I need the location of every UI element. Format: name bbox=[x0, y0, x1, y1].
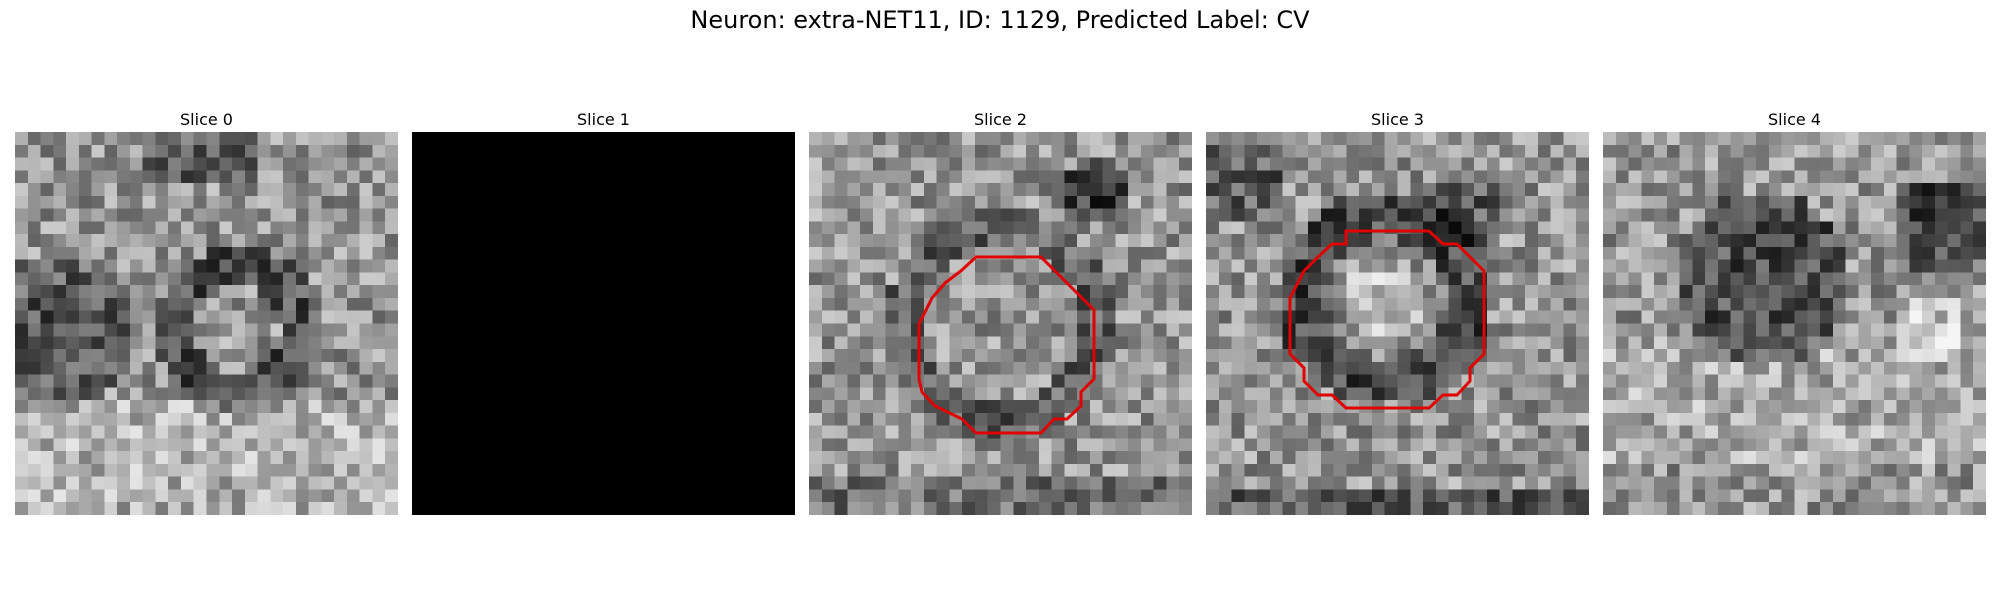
slice-title: Slice 1 bbox=[577, 110, 630, 129]
slice-panel-2: Slice 2 bbox=[809, 108, 1192, 515]
roi-contour-overlay bbox=[1288, 229, 1486, 410]
slice-image bbox=[412, 132, 795, 515]
slice-panel-3: Slice 3 bbox=[1206, 108, 1589, 515]
slice-panel-4: Slice 4 bbox=[1603, 108, 1986, 515]
slice-title: Slice 0 bbox=[180, 110, 233, 129]
figure-title: Neuron: extra-NET11, ID: 1129, Predicted… bbox=[690, 6, 1310, 34]
slice-panel-0: Slice 0 bbox=[15, 108, 398, 515]
slice-title: Slice 4 bbox=[1768, 110, 1821, 129]
slice-image bbox=[1206, 132, 1589, 515]
roi-contour bbox=[1288, 229, 1486, 410]
slice-image bbox=[809, 132, 1192, 515]
roi-contour-overlay bbox=[917, 255, 1096, 435]
slice-panel-1: Slice 1 bbox=[412, 108, 795, 515]
slice-image bbox=[1603, 132, 1986, 515]
slice-title: Slice 3 bbox=[1371, 110, 1424, 129]
slice-image bbox=[15, 132, 398, 515]
roi-contour bbox=[917, 255, 1096, 435]
slice-title: Slice 2 bbox=[974, 110, 1027, 129]
